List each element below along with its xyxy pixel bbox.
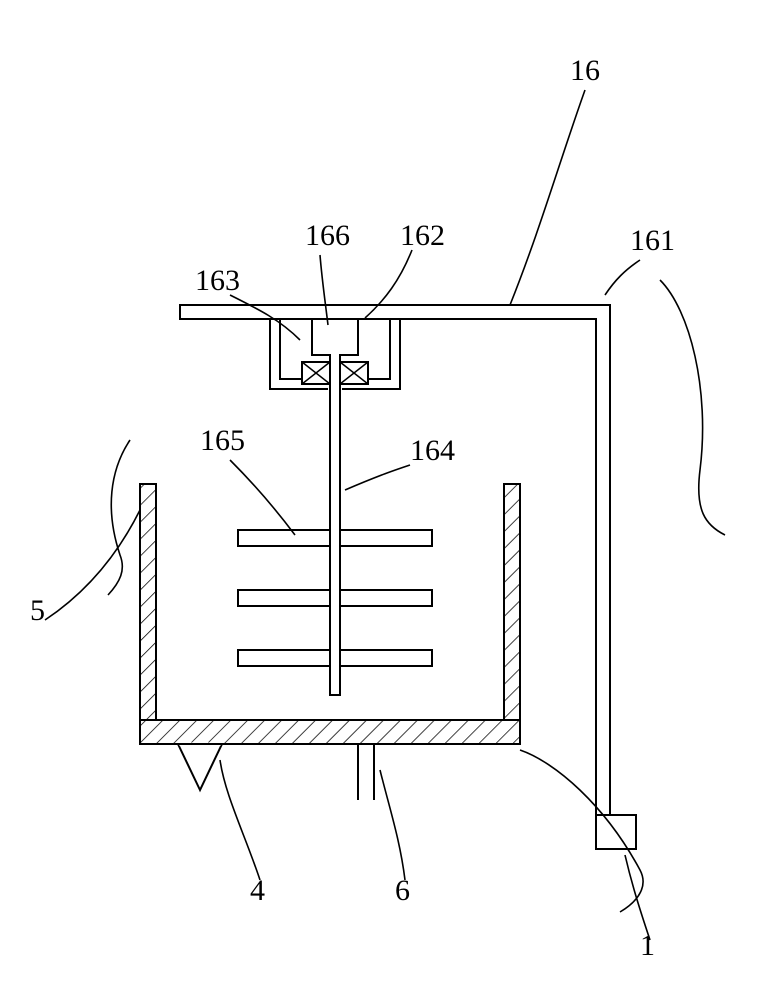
leader-l161: [605, 260, 640, 295]
label-l164: 164: [410, 434, 455, 467]
label-l5: 5: [30, 594, 45, 627]
label-l165: 165: [200, 424, 245, 457]
container-right-wall: [504, 484, 520, 720]
label-l4: 4: [250, 874, 265, 907]
motor-body: [312, 319, 358, 355]
right-column: [596, 319, 610, 849]
leader-partial_1: [660, 280, 725, 535]
leader-l6: [380, 770, 405, 880]
leader-l16: [510, 90, 585, 305]
label-l16: 16: [570, 54, 600, 87]
label-l163: 163: [195, 264, 240, 297]
top-plate: [180, 305, 610, 319]
leader-l164: [345, 465, 410, 490]
shaft: [330, 355, 340, 695]
container-bottom: [140, 720, 520, 744]
leader-partial_5: [108, 440, 130, 595]
leader-l5: [45, 510, 140, 620]
label-l162: 162: [400, 219, 445, 252]
label-l1: 1: [640, 929, 655, 962]
label-l161: 161: [630, 224, 675, 257]
leader-l4: [220, 760, 260, 880]
label-l166: 166: [305, 219, 350, 252]
container-left-wall: [140, 484, 156, 720]
triangle-cut: [178, 744, 222, 790]
leader-l165: [230, 460, 295, 535]
label-l6: 6: [395, 874, 410, 907]
